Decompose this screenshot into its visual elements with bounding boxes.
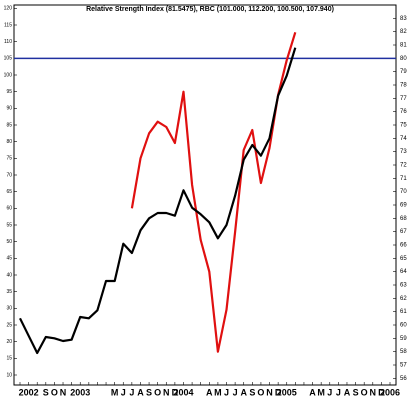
y2-tick-label: 61 xyxy=(400,309,407,315)
y2-tick-label: 60 xyxy=(400,323,407,329)
x-tick-label: D xyxy=(275,387,282,397)
x-tick-label: M xyxy=(317,387,325,397)
x-tick-label: J xyxy=(129,387,134,397)
y2-tick-label: 71 xyxy=(400,176,407,182)
y-tick-label: 50 xyxy=(6,239,12,245)
x-tick-label: J xyxy=(233,387,238,397)
y2-tick-label: 65 xyxy=(400,256,407,262)
y-tick-label: 15 xyxy=(6,356,12,362)
y-tick-label: 90 xyxy=(6,106,12,112)
y2-tick-label: 70 xyxy=(400,189,407,195)
y-tick-label: 65 xyxy=(6,189,12,195)
x-tick-label: O xyxy=(361,387,368,397)
y-tick-label: 110 xyxy=(4,39,12,45)
x-tick-label: J xyxy=(327,387,332,397)
x-tick-label: A xyxy=(309,387,316,397)
x-tick-label: O xyxy=(51,387,58,397)
x-tick-label: O xyxy=(257,387,264,397)
x-tick-label: N xyxy=(163,387,170,397)
y2-tick-label: 62 xyxy=(400,296,407,302)
x-tick-label: M xyxy=(111,387,119,397)
x-tick-label: A xyxy=(206,387,213,397)
y-tick-label: 40 xyxy=(6,272,12,278)
x-tick-label: S xyxy=(249,387,255,397)
x-tick-label: J xyxy=(336,387,341,397)
x-tick-label: S xyxy=(43,387,49,397)
y2-tick-label: 75 xyxy=(400,123,407,129)
y2-tick-label: 74 xyxy=(400,136,407,142)
x-tick-label: S xyxy=(353,387,359,397)
x-tick-label: N xyxy=(370,387,377,397)
x-tick-label: 2005 xyxy=(277,387,297,397)
y2-tick-label: 76 xyxy=(400,109,407,115)
y2-tick-label: 83 xyxy=(400,16,407,22)
x-tick-label: D xyxy=(378,387,385,397)
y-tick-label: 70 xyxy=(6,172,12,178)
x-tick-label: 2003 xyxy=(70,387,90,397)
y2-tick-label: 68 xyxy=(400,216,407,222)
x-tick-label: O xyxy=(154,387,161,397)
y-tick-label: 30 xyxy=(6,306,12,312)
y2-tick-label: 67 xyxy=(400,229,407,235)
y2-tick-label: 57 xyxy=(400,363,407,369)
y2-tick-label: 77 xyxy=(400,96,407,102)
x-tick-label: 2004 xyxy=(173,387,193,397)
y2-tick-label: 63 xyxy=(400,283,407,289)
y2-tick-label: 69 xyxy=(400,203,407,209)
x-tick-label: A xyxy=(344,387,351,397)
y-tick-label: 105 xyxy=(4,56,13,62)
y2-tick-label: 82 xyxy=(400,29,407,35)
y-tick-label: 80 xyxy=(6,139,12,145)
y-tick-label: 55 xyxy=(6,222,12,228)
y2-tick-label: 73 xyxy=(400,149,407,155)
y2-tick-label: 56 xyxy=(400,376,407,382)
x-tick-label: 2006 xyxy=(380,387,400,397)
series-line xyxy=(19,47,297,355)
y-tick-label: 10 xyxy=(6,372,12,378)
x-tick-label: N xyxy=(266,387,273,397)
x-tick-label: J xyxy=(121,387,126,397)
y2-tick-label: 81 xyxy=(400,43,407,49)
y2-tick-label: 58 xyxy=(400,349,407,355)
y2-tick-label: 78 xyxy=(400,83,407,89)
y-tick-label: 120 xyxy=(4,6,13,12)
y-tick-label: 60 xyxy=(6,206,12,212)
y-tick-label: 45 xyxy=(6,256,12,262)
x-tick-label: S xyxy=(146,387,152,397)
x-tick-label: A xyxy=(137,387,144,397)
y-tick-label: 20 xyxy=(6,339,12,345)
y2-tick-label: 66 xyxy=(400,243,407,249)
series-line xyxy=(130,31,297,353)
y2-tick-label: 72 xyxy=(400,163,407,169)
plot-frame xyxy=(13,4,397,386)
y-tick-label: 35 xyxy=(6,289,12,295)
x-tick-label: A xyxy=(240,387,247,397)
x-tick-label: 2002 xyxy=(19,387,39,397)
y-tick-label: 100 xyxy=(4,72,13,78)
y2-tick-label: 80 xyxy=(400,56,407,62)
y-tick-label: 85 xyxy=(6,122,12,128)
y-tick-label: 95 xyxy=(6,89,12,95)
y2-tick-label: 64 xyxy=(400,269,407,275)
y-tick-label: 75 xyxy=(6,156,12,162)
x-tick-label: J xyxy=(224,387,229,397)
y-tick-label: 115 xyxy=(4,22,12,28)
y-tick-label: 25 xyxy=(6,322,12,328)
chart-title: Relative Strength Index (81.5475), RBC (… xyxy=(86,6,334,13)
x-tick-label: D xyxy=(172,387,179,397)
x-tick-label: M xyxy=(214,387,222,397)
y2-tick-label: 59 xyxy=(400,336,407,342)
y2-tick-label: 79 xyxy=(400,69,407,75)
x-tick-label: N xyxy=(60,387,67,397)
